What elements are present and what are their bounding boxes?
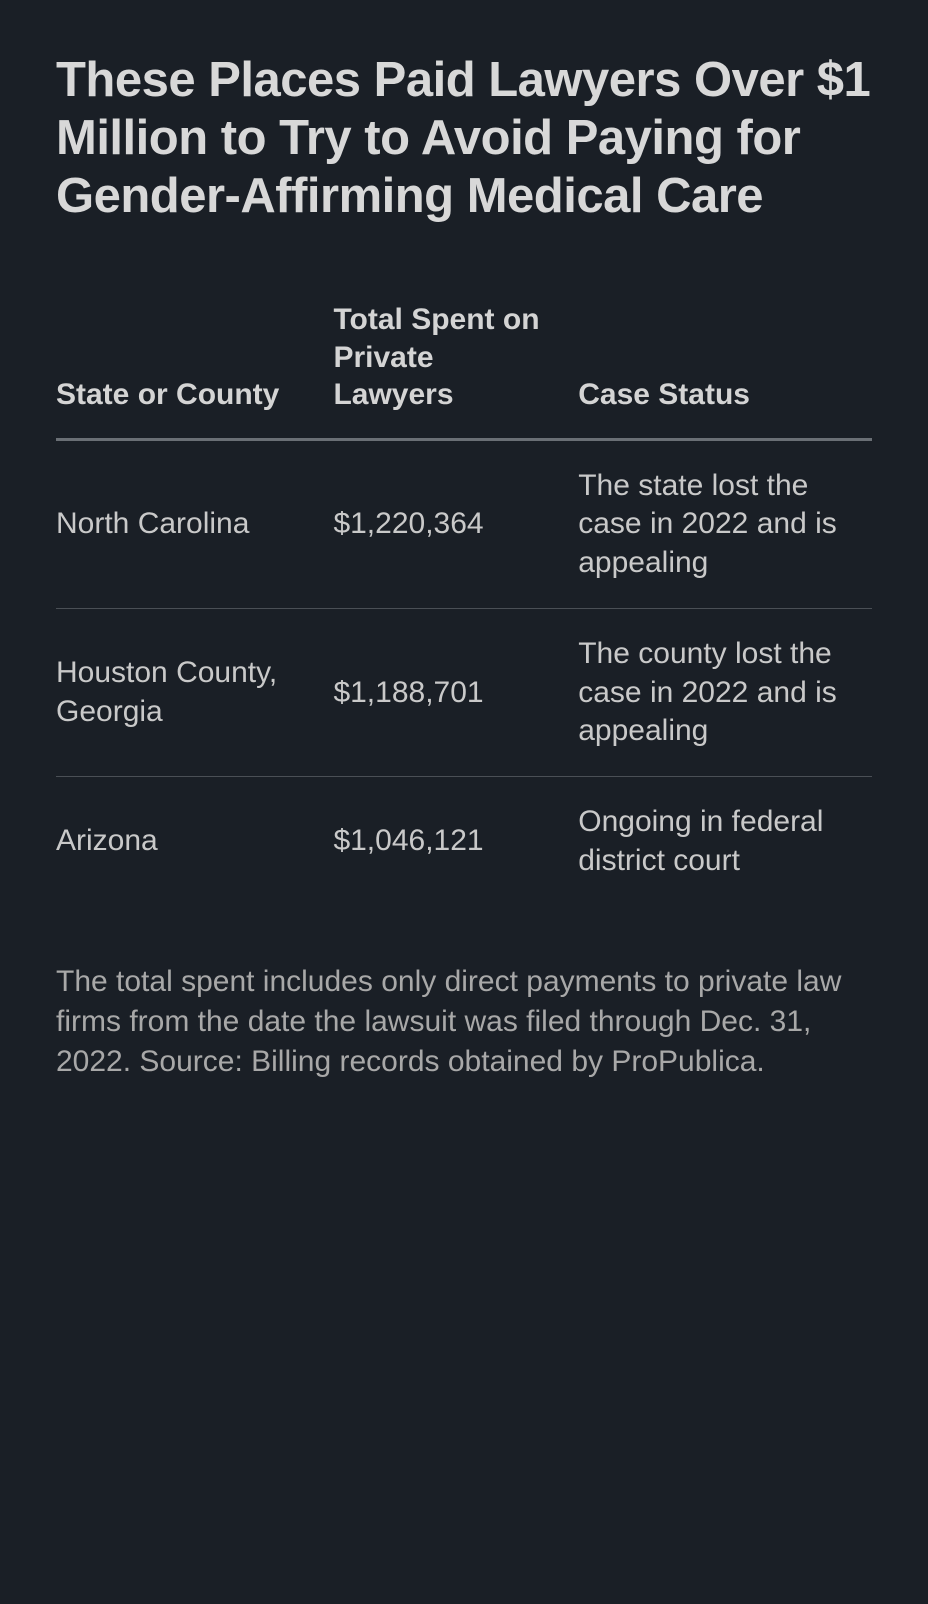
col-header-status: Case Status [578, 301, 872, 439]
page-title: These Places Paid Lawyers Over $1 Millio… [56, 52, 872, 225]
col-header-total: Total Spent on Private Lawyers [333, 301, 578, 439]
table-header-row: State or County Total Spent on Private L… [56, 301, 872, 439]
cell-place: Arizona [56, 777, 333, 906]
spending-table: State or County Total Spent on Private L… [56, 301, 872, 906]
cell-status: The state lost the case in 2022 and is a… [578, 439, 872, 608]
cell-total: $1,220,364 [333, 439, 578, 608]
table-row: Arizona $1,046,121 Ongoing in federal di… [56, 777, 872, 906]
footnote: The total spent includes only direct pay… [56, 962, 872, 1083]
table-row: North Carolina $1,220,364 The state lost… [56, 439, 872, 608]
cell-total: $1,188,701 [333, 609, 578, 777]
cell-place: North Carolina [56, 439, 333, 608]
cell-status: Ongoing in federal district court [578, 777, 872, 906]
cell-total: $1,046,121 [333, 777, 578, 906]
cell-place: Houston County, Georgia [56, 609, 333, 777]
col-header-place: State or County [56, 301, 333, 439]
cell-status: The county lost the case in 2022 and is … [578, 609, 872, 777]
table-row: Houston County, Georgia $1,188,701 The c… [56, 609, 872, 777]
